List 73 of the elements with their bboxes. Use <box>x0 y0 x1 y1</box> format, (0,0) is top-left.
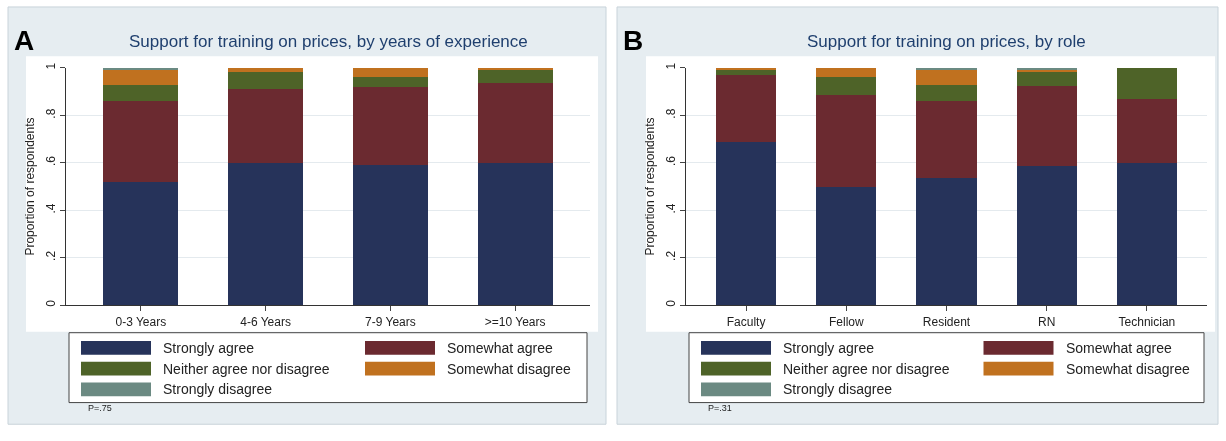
bar <box>916 69 977 85</box>
legend-label: Neither agree nor disagree <box>163 361 330 377</box>
text: P=.31 <box>708 403 732 413</box>
y-axis-title: Proportion of respondents <box>23 117 38 256</box>
bar <box>1116 67 1177 99</box>
bar <box>477 83 553 163</box>
bar <box>916 178 977 306</box>
legend-label: Strongly agree <box>163 340 255 356</box>
x-tick-label: Technician <box>1118 314 1176 329</box>
x-tick-label: 4-6 Years <box>240 314 291 329</box>
bar <box>228 67 304 72</box>
legend-label: Strongly disagree <box>163 381 273 397</box>
bar <box>352 86 428 166</box>
bar <box>816 77 877 96</box>
legend-label: Somewhat agree <box>447 340 554 356</box>
x-tick-label: 7-9 Years <box>365 314 416 329</box>
y-tick-label: .4 <box>664 203 679 214</box>
bar <box>352 165 428 306</box>
x-tick-label: Faculty <box>726 314 766 329</box>
bar <box>816 95 877 187</box>
bar <box>103 84 179 102</box>
y-tick-label: .6 <box>44 155 59 167</box>
y-tick-label: .2 <box>44 250 59 261</box>
chart-title: Support for training on prices, by role <box>807 32 1086 51</box>
bar <box>1116 98 1177 163</box>
x-tick-label: Resident <box>922 314 971 329</box>
bar <box>1016 71 1077 86</box>
text: A <box>14 25 35 56</box>
bar <box>716 70 777 76</box>
x-tick-label: Fellow <box>828 314 864 329</box>
text: P=.75 <box>88 403 112 413</box>
bar <box>477 69 553 84</box>
x-tick-label: >=10 Years <box>484 314 546 329</box>
bar <box>716 75 777 142</box>
bar <box>916 84 977 102</box>
legend-label: Somewhat disagree <box>447 361 571 377</box>
y-tick-label: 1 <box>664 62 679 70</box>
y-tick-label: .2 <box>664 250 679 261</box>
bar <box>816 186 877 306</box>
y-axis-title: Proportion of respondents <box>643 117 658 256</box>
bar <box>103 101 179 182</box>
bar <box>1116 162 1177 306</box>
y-tick-label: 1 <box>44 62 59 70</box>
legend-label: Neither agree nor disagree <box>783 361 950 377</box>
chart-title: Support for training on prices, by years of experience <box>129 32 528 51</box>
y-tick-label: 0 <box>664 299 679 307</box>
bar <box>816 67 877 78</box>
bar <box>352 77 428 87</box>
legend-label: Somewhat agree <box>1066 340 1173 356</box>
bar <box>103 181 179 306</box>
bar <box>716 141 777 306</box>
y-tick-label: 0 <box>44 299 59 307</box>
bar <box>1016 85 1077 167</box>
text: B <box>623 25 644 56</box>
legend-label: Strongly disagree <box>783 381 893 397</box>
x-tick-label: 0-3 Years <box>115 314 167 329</box>
y-tick-label: .8 <box>44 108 59 119</box>
bar <box>228 71 304 90</box>
bar <box>103 70 179 85</box>
bar <box>477 67 553 70</box>
legend-label: Strongly agree <box>783 340 875 356</box>
legend-label: Somewhat disagree <box>1066 361 1190 377</box>
bar <box>352 67 428 78</box>
y-tick-label: .6 <box>664 155 679 167</box>
bar <box>477 162 553 306</box>
bar <box>228 162 304 306</box>
bar <box>916 101 977 179</box>
bar <box>1016 166 1077 306</box>
y-tick-label: .8 <box>664 108 679 119</box>
x-tick-label: RN <box>1038 314 1056 329</box>
y-tick-label: .4 <box>44 203 59 214</box>
bar <box>228 89 304 163</box>
bar <box>916 67 977 70</box>
